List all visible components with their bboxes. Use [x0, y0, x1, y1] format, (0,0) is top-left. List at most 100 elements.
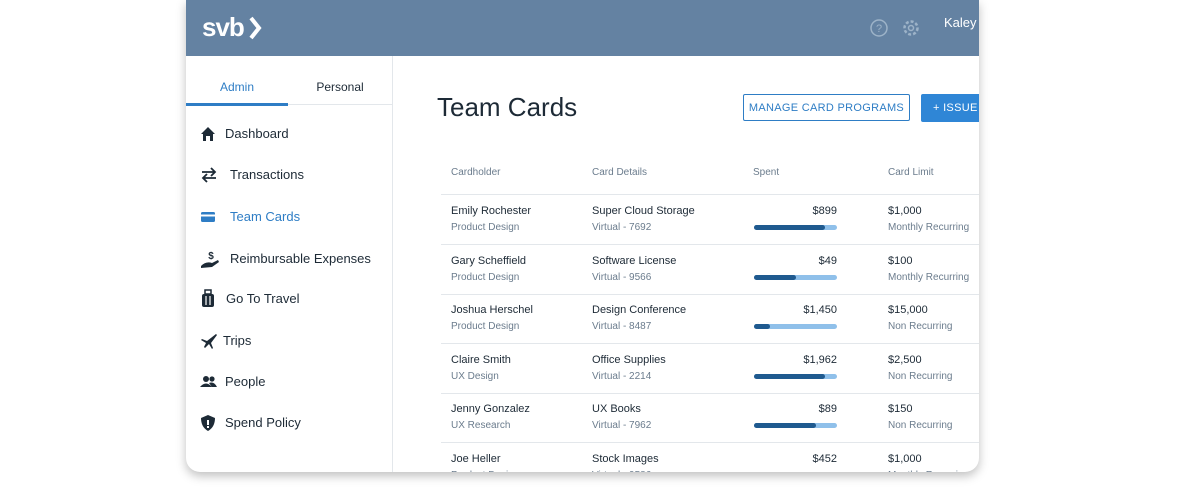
spent-amount: $89	[818, 403, 837, 416]
column-header: Spent	[753, 167, 780, 178]
card-name: Office Supplies	[592, 353, 666, 366]
spent-amount: $1,962	[803, 353, 837, 366]
logo-chevron	[249, 16, 262, 40]
people-icon	[200, 376, 217, 387]
card-limit: $100	[888, 254, 913, 267]
progress-fill	[754, 274, 796, 280]
cardholder-name: Claire Smith	[451, 353, 511, 366]
spent-amount: $1,450	[803, 304, 837, 317]
nav-item[interactable]: Trips	[186, 331, 392, 351]
cardholder-name: Emily Rochester	[451, 205, 532, 217]
transactions-icon	[201, 167, 217, 183]
recurrence: Monthly Recurring	[888, 222, 970, 233]
nav-item[interactable]: Dashboard	[186, 124, 392, 144]
recurrence: Monthly Recurring	[888, 271, 970, 283]
svg-text:?: ?	[876, 23, 882, 35]
settings-icon[interactable]	[901, 18, 921, 38]
tab-divider	[186, 104, 392, 105]
progress-fill	[754, 225, 825, 230]
cardholder-name: Joshua Herschel	[451, 304, 533, 317]
department: Product Design	[451, 271, 520, 283]
nav-item[interactable]: $ Reimbursable Expenses	[186, 249, 392, 269]
row-divider	[441, 343, 979, 345]
sidebar-divider	[392, 56, 393, 472]
luggage-icon	[202, 289, 214, 307]
card-name: Stock Images	[592, 453, 659, 465]
recurrence: Non Recurring	[888, 370, 953, 382]
column-header: Card Details	[592, 167, 648, 178]
page-title: Team Cards	[437, 92, 578, 122]
card-limit: $1,000	[888, 205, 922, 217]
help-icon[interactable]: ?	[869, 18, 889, 38]
row-divider	[441, 442, 979, 444]
progress-fill	[754, 423, 817, 429]
nav-label: Go To Travel	[226, 291, 300, 306]
nav-item[interactable]: Spend Policy	[186, 413, 392, 433]
nav-item[interactable]: Transactions	[186, 165, 392, 185]
plane-icon	[201, 334, 217, 349]
nav-label: People	[225, 374, 266, 389]
nav-label: Spend Policy	[225, 415, 301, 430]
recurrence: Non Recurring	[888, 420, 953, 432]
card-info: Virtual - 9566	[592, 271, 652, 283]
nav-label: Dashboard	[225, 126, 289, 141]
svg-text:$: $	[208, 251, 214, 262]
progress-track	[754, 324, 837, 330]
progress-fill	[754, 373, 825, 379]
row-divider	[441, 392, 979, 394]
nav-item[interactable]: Team Cards	[186, 207, 392, 227]
cardholder-name: Joe Heller	[451, 453, 501, 465]
logo[interactable]: svb	[202, 12, 245, 42]
spent-amount: $49	[818, 254, 837, 267]
home-icon	[201, 127, 215, 141]
progress-track	[754, 274, 837, 280]
card-info: Virtual - 7962	[592, 420, 652, 432]
column-header: Card Limit	[888, 167, 934, 178]
column-header: Cardholder	[451, 167, 501, 178]
card-info: Virtual - 2214	[592, 370, 652, 382]
progress-fill	[754, 324, 770, 330]
department: Product Design	[451, 222, 520, 233]
expense-icon: $	[201, 251, 219, 268]
tab-personal[interactable]: Personal	[316, 80, 364, 94]
top-bar: svb ? Kaley	[186, 0, 979, 56]
card-name: UX Books	[592, 403, 641, 416]
cardholder-name: Jenny Gonzalez	[451, 403, 530, 416]
card-info: Virtual - 9586	[592, 470, 651, 472]
user-name[interactable]: Kaley	[944, 15, 977, 30]
row-divider	[441, 293, 979, 295]
card-name: Software License	[592, 254, 677, 267]
department: UX Research	[451, 420, 511, 432]
recurrence: Monthly Recurring	[888, 470, 969, 472]
tab-underline	[186, 103, 288, 106]
app-window: svb ? Kaley Admin Personal Dashboard Tra…	[186, 0, 979, 472]
cardholder-name: Gary Scheffield	[451, 254, 527, 267]
card-icon	[201, 212, 215, 222]
row-divider	[441, 244, 979, 245]
nav-label: Transactions	[230, 167, 304, 182]
department: UX Design	[451, 370, 499, 382]
spent-amount: $899	[812, 205, 837, 217]
card-limit: $15,000	[888, 304, 928, 317]
card-info: Virtual - 8487	[592, 321, 652, 333]
shield-icon	[201, 415, 215, 431]
tab-admin[interactable]: Admin	[219, 80, 254, 94]
card-limit: $2,500	[888, 353, 922, 366]
nav-label: Team Cards	[230, 209, 301, 224]
card-info: Virtual - 7692	[592, 222, 652, 233]
recurrence: Non Recurring	[888, 321, 953, 333]
card-limit: $150	[888, 403, 913, 416]
spent-amount: $452	[812, 453, 837, 465]
department: Product Design	[451, 470, 519, 472]
nav-item[interactable]: People	[186, 372, 392, 392]
nav-label: Reimbursable Expenses	[230, 251, 371, 266]
manage-programs-button[interactable]: MANAGE CARD PROGRAMS	[743, 94, 910, 121]
issue-button[interactable]: + ISSUE	[921, 94, 979, 122]
nav-item[interactable]: Go To Travel	[186, 289, 392, 309]
nav-label: Trips	[223, 333, 252, 348]
card-limit: $1,000	[888, 453, 922, 465]
card-name: Design Conference	[592, 304, 687, 317]
row-divider	[441, 194, 979, 195]
department: Product Design	[451, 321, 520, 333]
